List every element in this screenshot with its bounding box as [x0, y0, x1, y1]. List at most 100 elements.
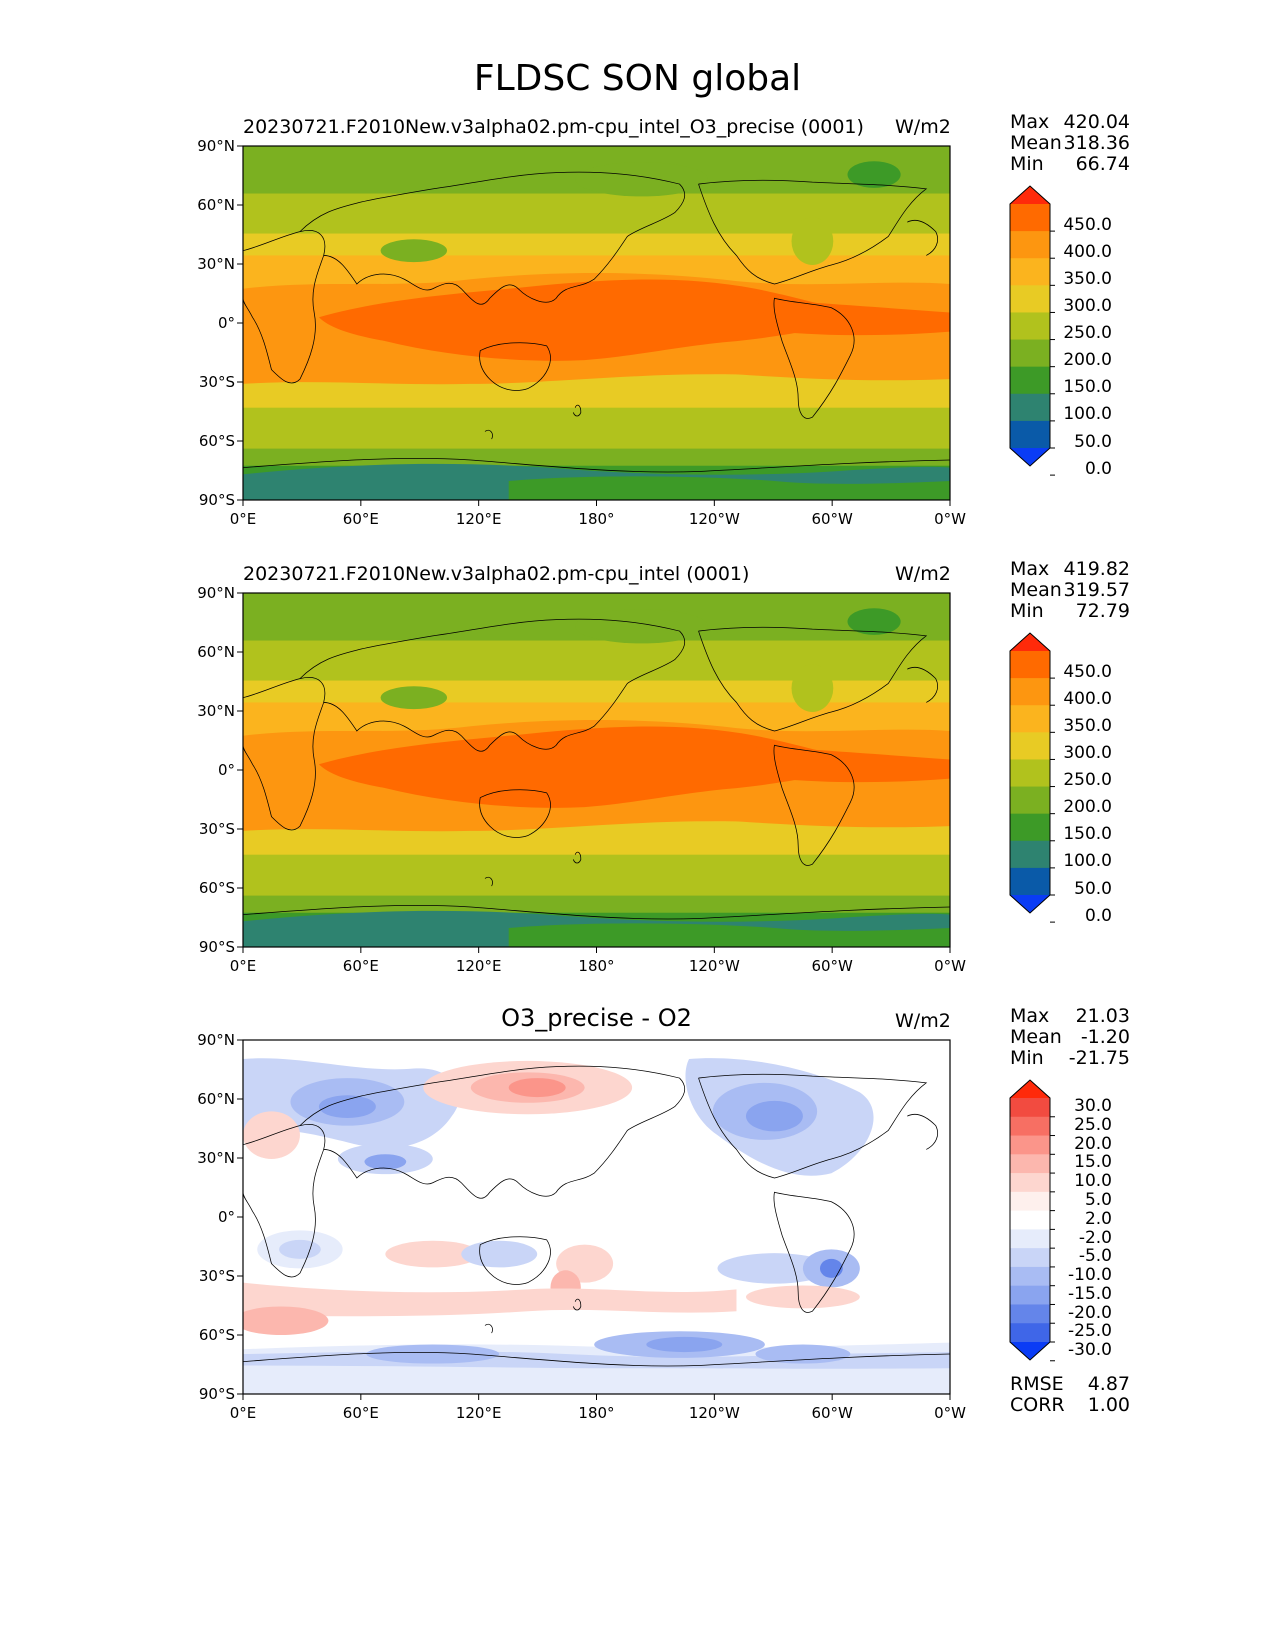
colorbar-segment — [1010, 1323, 1050, 1343]
stat-mean-value: 319.57 — [1063, 579, 1130, 601]
panel-title: 20230721.F2010New.v3alpha02.pm-cpu_intel… — [243, 116, 864, 138]
colorbar-extend-max — [1010, 1080, 1050, 1098]
colorbar-label: 10.0 — [1074, 1171, 1112, 1192]
colorbar-segment — [1010, 1116, 1050, 1137]
lat-tick-label: 60°N — [197, 643, 235, 661]
stat-min-value: 72.79 — [1075, 600, 1130, 622]
colorbar-label: 400.0 — [1063, 241, 1112, 262]
colorbar-label: 0.0 — [1084, 458, 1112, 479]
colorbar-segment — [1010, 651, 1050, 679]
lon-tick-label: 180° — [578, 957, 615, 975]
colorbar-segment — [1010, 813, 1050, 842]
colorbar-segment — [1010, 258, 1050, 286]
lat-tick-label: 60°N — [197, 1090, 235, 1108]
colorbar — [1009, 632, 1055, 923]
lon-tick-label: 60°W — [811, 957, 853, 975]
colorbar-label: 150.0 — [1063, 824, 1112, 845]
rmse-label: RMSE — [1010, 1373, 1064, 1395]
colorbar-segment — [1010, 840, 1050, 869]
colorbar-segment — [1010, 1266, 1050, 1287]
colorbar-segment — [1010, 732, 1050, 760]
lon-tick-label: 120°W — [688, 510, 740, 528]
stat-max-value: 419.82 — [1063, 558, 1130, 580]
stat-mean-value: 318.36 — [1063, 132, 1130, 154]
colorbar-label: 200.0 — [1063, 350, 1112, 371]
lon-tick-label: 0°W — [934, 957, 966, 975]
lon-tick-label: 0°E — [229, 510, 257, 528]
colorbar — [1009, 185, 1055, 476]
lat-tick-label: 90°S — [198, 491, 235, 509]
colorbar-segment — [1010, 705, 1050, 733]
lat-tick-label: 60°S — [198, 1326, 235, 1344]
stat-mean-value: -1.20 — [1080, 1026, 1130, 1048]
colorbar-segment — [1010, 1173, 1050, 1193]
colorbar-segment — [1010, 420, 1050, 449]
colorbar-extend-min — [1010, 1342, 1050, 1360]
stat-min-label: Min — [1010, 1047, 1044, 1069]
lat-tick-label: 30°N — [197, 1149, 235, 1167]
colorbar-label: 350.0 — [1063, 268, 1112, 289]
colorbar-label: 0.0 — [1084, 905, 1112, 926]
colorbar-label: 250.0 — [1063, 323, 1112, 344]
panel-title: 20230721.F2010New.v3alpha02.pm-cpu_intel… — [243, 563, 750, 585]
contour-field — [243, 593, 950, 947]
lon-tick-label: 120°E — [455, 957, 502, 975]
colorbar-segment — [1010, 678, 1050, 706]
colorbar-segment — [1010, 1210, 1050, 1230]
colorbar-label: 25.0 — [1074, 1114, 1112, 1135]
map-panel-3 — [237, 1039, 951, 1400]
corr-label: CORR — [1010, 1394, 1065, 1416]
lat-tick-label: 60°S — [198, 432, 235, 450]
lat-tick-label: 90°N — [197, 1031, 235, 1049]
units-label: W/m2 — [895, 563, 951, 585]
colorbar-segment — [1010, 339, 1050, 368]
colorbar-label: 200.0 — [1063, 797, 1112, 818]
stat-mean-label: Mean — [1010, 579, 1062, 601]
colorbar-label: 20.0 — [1074, 1133, 1112, 1154]
colorbar-label: 2.0 — [1084, 1208, 1112, 1229]
colorbar-segment — [1010, 1098, 1050, 1118]
colorbar-label: 50.0 — [1074, 431, 1112, 452]
colorbar-segment — [1010, 786, 1050, 815]
colorbar-extend-min — [1010, 448, 1050, 466]
lon-tick-label: 0°E — [229, 957, 257, 975]
colorbar-extend-min — [1010, 895, 1050, 913]
stat-min-value: -21.75 — [1068, 1047, 1130, 1069]
colorbar-label: 450.0 — [1063, 661, 1112, 682]
panel-title: O3_precise - O2 — [501, 1004, 692, 1032]
colorbar-segment — [1010, 285, 1050, 313]
lat-tick-label: 30°S — [198, 820, 235, 838]
stat-min-label: Min — [1010, 600, 1044, 622]
lat-tick-label: 0° — [217, 761, 235, 779]
stat-max-label: Max — [1010, 1005, 1050, 1027]
colorbar-segment — [1010, 366, 1050, 395]
units-label: W/m2 — [895, 1010, 951, 1032]
lat-tick-label: 60°S — [198, 879, 235, 897]
stat-min-label: Min — [1010, 153, 1044, 175]
stat-min-value: 66.74 — [1075, 153, 1130, 175]
colorbar-label: 30.0 — [1074, 1096, 1112, 1117]
colorbar-extend-max — [1010, 186, 1050, 204]
lat-tick-label: 60°N — [197, 196, 235, 214]
colorbar-label: 150.0 — [1063, 377, 1112, 398]
map-panel-2 — [237, 592, 951, 953]
lon-tick-label: 120°W — [688, 957, 740, 975]
stat-max-value: 420.04 — [1063, 111, 1130, 133]
colorbar-label: 350.0 — [1063, 715, 1112, 736]
rmse-value: 4.87 — [1087, 1373, 1130, 1395]
colorbar-label: -15.0 — [1068, 1283, 1112, 1304]
colorbar-segment — [1010, 204, 1050, 232]
colorbar-segment — [1010, 393, 1050, 422]
lat-tick-label: 30°S — [198, 1267, 235, 1285]
colorbar-label: 450.0 — [1063, 214, 1112, 235]
lon-tick-label: 120°E — [455, 510, 502, 528]
stat-max-value: 21.03 — [1075, 1005, 1130, 1027]
lat-tick-label: 0° — [217, 314, 235, 332]
colorbar-label: 100.0 — [1063, 404, 1112, 425]
contour-field — [243, 1040, 950, 1394]
colorbar-label: -25.0 — [1068, 1321, 1112, 1342]
lat-tick-label: 90°N — [197, 137, 235, 155]
lon-tick-label: 120°E — [455, 1404, 502, 1422]
figure-title: FLDSC SON global — [473, 58, 802, 99]
